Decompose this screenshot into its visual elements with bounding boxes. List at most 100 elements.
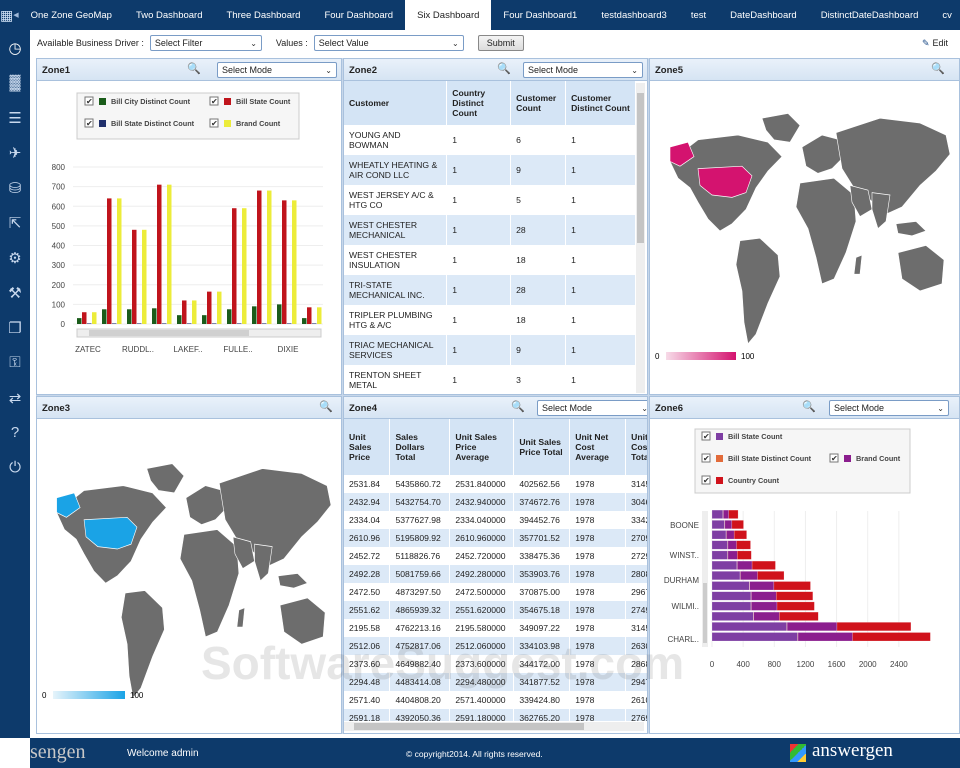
column-header[interactable]: Country Distinct Count bbox=[446, 81, 512, 125]
bar[interactable] bbox=[142, 229, 147, 324]
bar-segment[interactable] bbox=[727, 540, 737, 550]
bar-segment[interactable] bbox=[711, 530, 727, 540]
bar-segment[interactable] bbox=[724, 520, 733, 530]
tab-distinctdatedashboard[interactable]: DistinctDateDashboard bbox=[820, 9, 919, 21]
app-grid-icon[interactable]: ▦ bbox=[0, 6, 14, 23]
bar[interactable] bbox=[267, 190, 272, 324]
map-region-south-america[interactable] bbox=[735, 237, 781, 345]
bar[interactable] bbox=[287, 323, 292, 324]
table-row[interactable]: WEST JERSEY A/C & HTG CO 1 5 1 bbox=[344, 185, 636, 215]
bar-chart-icon[interactable]: ▓ bbox=[9, 74, 21, 91]
bar-segment[interactable] bbox=[711, 509, 724, 519]
column-header[interactable]: Customer Count bbox=[510, 81, 567, 125]
bar[interactable] bbox=[107, 198, 112, 324]
table-row[interactable]: TRI-STATE MECHANICAL INC. 1 28 1 bbox=[344, 275, 636, 305]
map-region-africa[interactable] bbox=[795, 177, 857, 285]
map-region-indonesia[interactable] bbox=[895, 221, 927, 237]
table-row[interactable]: YOUNG AND BOWMAN 1 6 1 bbox=[344, 125, 636, 155]
bar[interactable] bbox=[202, 315, 207, 324]
column-header[interactable]: Sales Dollars Total bbox=[389, 419, 451, 475]
table-row[interactable]: WHEATLY HEATING & AIR COND LLC 1 9 1 bbox=[344, 155, 636, 185]
bar[interactable] bbox=[82, 312, 87, 324]
bar-segment[interactable] bbox=[751, 601, 778, 611]
bar-segment[interactable] bbox=[711, 581, 750, 591]
legend-checkbox[interactable] bbox=[829, 453, 839, 463]
zone4-mode-select[interactable]: Select Mode ⌄ bbox=[537, 400, 647, 416]
legend-checkbox[interactable] bbox=[84, 118, 94, 128]
bar-segment[interactable] bbox=[711, 571, 741, 581]
table-row[interactable]: 2452.72 5118826.76 2452.720000 338475.36 197… bbox=[344, 547, 647, 565]
bar[interactable] bbox=[92, 312, 97, 324]
map-region-greenland[interactable] bbox=[761, 113, 801, 143]
column-header[interactable]: Unit Sales Price bbox=[344, 419, 391, 475]
submit-button[interactable]: Submit bbox=[477, 35, 524, 51]
map-icon[interactable]: ✈ bbox=[8, 144, 22, 162]
bar-segment[interactable] bbox=[711, 622, 787, 632]
tab-cv[interactable]: cv bbox=[942, 9, 952, 21]
column-header[interactable]: Unit Net Cost Average bbox=[569, 419, 627, 475]
bar-segment[interactable] bbox=[751, 560, 776, 570]
dashboard-icon[interactable]: ◷ bbox=[8, 39, 22, 57]
bar-segment[interactable] bbox=[733, 530, 747, 540]
bar[interactable] bbox=[212, 323, 217, 324]
scrollbar-thumb[interactable] bbox=[637, 93, 644, 243]
bar[interactable] bbox=[282, 200, 287, 324]
bar-segment[interactable] bbox=[737, 560, 753, 570]
bar[interactable] bbox=[232, 208, 237, 324]
table-row[interactable]: 2195.58 4762213.16 2195.580000 349097.22 197… bbox=[344, 619, 647, 637]
zoom-icon[interactable]: 🔍 bbox=[931, 63, 945, 75]
legend-checkbox[interactable] bbox=[209, 118, 219, 128]
bar[interactable] bbox=[302, 318, 307, 324]
bar-segment[interactable] bbox=[711, 560, 738, 570]
table-row[interactable]: 2512.06 4752817.06 2512.060000 334103.98 197… bbox=[344, 637, 647, 655]
bar[interactable] bbox=[252, 306, 257, 324]
map-region-south-america[interactable] bbox=[120, 590, 165, 699]
tab-six-dashboard[interactable]: Six Dashboard bbox=[405, 0, 492, 30]
map-region-australia[interactable] bbox=[897, 245, 945, 292]
bar-segment[interactable] bbox=[728, 509, 739, 519]
map-region-arabia[interactable] bbox=[849, 184, 873, 218]
bar-segment[interactable] bbox=[773, 581, 811, 591]
table-row[interactable]: 2334.04 5377627.98 2334.040000 394452.76 197… bbox=[344, 511, 647, 529]
bar[interactable] bbox=[102, 309, 107, 324]
bar-segment[interactable] bbox=[711, 611, 754, 621]
scrollbar-thumb[interactable] bbox=[89, 330, 249, 336]
map-region-highlighted[interactable] bbox=[669, 141, 695, 167]
values-select[interactable]: Select Value ⌄ bbox=[313, 35, 464, 51]
map-region-europe[interactable] bbox=[801, 134, 845, 174]
bar-segment[interactable] bbox=[727, 550, 738, 560]
map-region-highlighted[interactable] bbox=[697, 165, 753, 198]
bar[interactable] bbox=[277, 304, 282, 324]
map-region-europe[interactable] bbox=[185, 485, 228, 526]
bar[interactable] bbox=[257, 190, 262, 324]
bar[interactable] bbox=[152, 308, 157, 324]
bar-segment[interactable] bbox=[779, 611, 819, 621]
table-row[interactable]: 2551.62 4865939.32 2551.620000 354675.18 197… bbox=[344, 601, 647, 619]
bar[interactable] bbox=[77, 318, 82, 324]
bar-segment[interactable] bbox=[757, 571, 785, 581]
bar-segment[interactable] bbox=[751, 591, 777, 601]
tab-testdashboard3[interactable]: testdashboard3 bbox=[601, 9, 667, 21]
tab-test[interactable]: test bbox=[690, 9, 707, 21]
export-icon[interactable]: ⇱ bbox=[8, 214, 22, 232]
bar[interactable] bbox=[127, 309, 132, 324]
legend-checkbox[interactable] bbox=[701, 453, 711, 463]
table-row[interactable]: TRIPLER PLUMBING HTG & A/C 1 18 1 bbox=[344, 305, 636, 335]
bar-segment[interactable] bbox=[852, 632, 931, 642]
map-region-greenland[interactable] bbox=[146, 463, 185, 494]
table-row[interactable]: WEST CHESTER INSULATION 1 18 1 bbox=[344, 245, 636, 275]
bar[interactable] bbox=[137, 323, 142, 324]
transfer-icon[interactable]: ⇄ bbox=[8, 389, 22, 407]
bar[interactable] bbox=[132, 229, 137, 324]
table-row[interactable]: 2492.28 5081759.66 2492.280000 353903.76 197… bbox=[344, 565, 647, 583]
help-icon[interactable]: ? bbox=[10, 424, 20, 441]
zone2-scrollbar[interactable] bbox=[636, 83, 645, 393]
tab-datedashboard[interactable]: DateDashboard bbox=[730, 9, 797, 21]
settings-icon[interactable]: ⚙ bbox=[8, 249, 22, 267]
bar-segment[interactable] bbox=[740, 571, 758, 581]
bar[interactable] bbox=[292, 200, 297, 324]
tab-four-dashboard[interactable]: Four Dashboard bbox=[324, 9, 394, 21]
edit-button[interactable]: ✎ Edit bbox=[921, 37, 948, 49]
bar-segment[interactable] bbox=[711, 520, 725, 530]
scrollbar-thumb[interactable] bbox=[703, 583, 707, 643]
